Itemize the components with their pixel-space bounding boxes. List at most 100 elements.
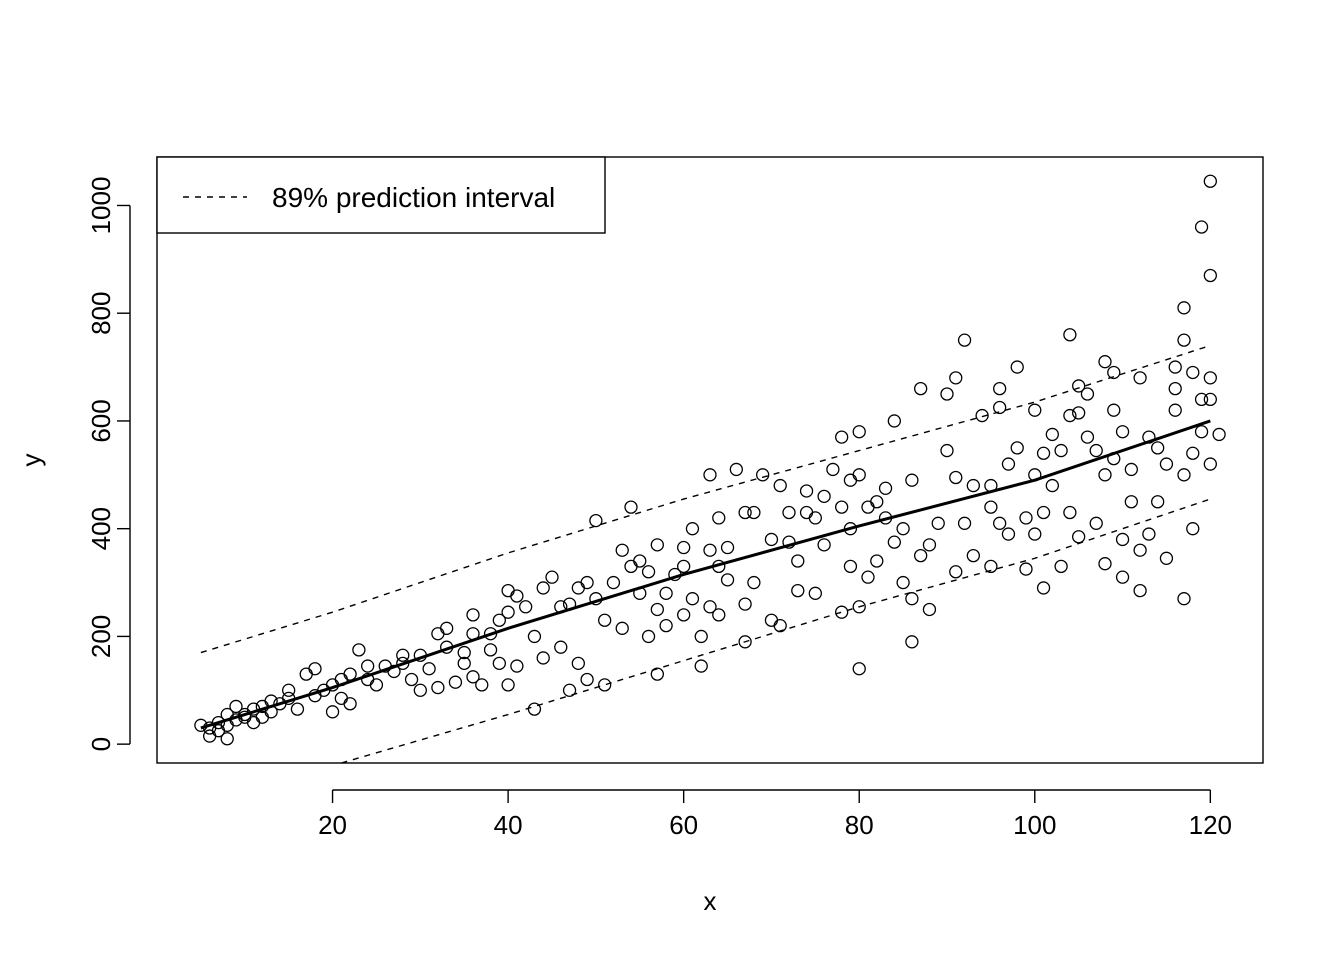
data-point [1063, 408, 1077, 423]
data-point [1045, 427, 1059, 442]
data-point [852, 600, 866, 614]
data-point [1168, 360, 1182, 374]
x-tick-label: 100 [1013, 810, 1056, 840]
data-point [1028, 403, 1042, 417]
data-point [984, 559, 998, 574]
y-tick-label: 600 [86, 399, 116, 442]
data-point [352, 643, 366, 657]
data-point [1019, 562, 1033, 576]
data-point [747, 505, 761, 520]
data-point [404, 672, 419, 687]
data-point [852, 662, 866, 676]
data-point [1194, 425, 1209, 439]
data-point [1151, 441, 1165, 455]
data-point [843, 473, 858, 487]
data-point [817, 538, 831, 552]
data-point [887, 414, 901, 428]
data-point [703, 468, 717, 482]
data-point [343, 697, 357, 711]
data-point [1177, 333, 1191, 347]
fit-lines [200, 344, 1211, 764]
data-point [308, 662, 322, 676]
data-point [720, 540, 735, 555]
data-point [694, 629, 708, 644]
data-point [808, 511, 822, 525]
data-point [641, 565, 656, 579]
data-point [1133, 543, 1147, 557]
data-point [773, 478, 787, 493]
data-point [1168, 381, 1182, 396]
data-point [694, 659, 708, 673]
data-point [501, 583, 515, 598]
data-point [993, 381, 1007, 396]
data-point [659, 586, 673, 600]
data-point [1080, 430, 1095, 444]
data-point [519, 600, 533, 614]
data-point [870, 495, 884, 509]
data-point [729, 462, 743, 477]
data-point [1019, 511, 1033, 525]
data-point [957, 333, 972, 347]
data-point [817, 489, 831, 504]
data-point [870, 554, 884, 568]
data-point [782, 535, 796, 549]
data-point [615, 621, 629, 635]
data-point [905, 635, 919, 649]
data-point [598, 613, 612, 627]
data-point [1151, 495, 1165, 509]
mean-line [200, 419, 1211, 730]
data-point [457, 656, 471, 670]
data-point [1115, 425, 1130, 439]
y-tick-label: 1000 [86, 177, 116, 235]
data-point [203, 729, 217, 743]
data-point [501, 605, 515, 619]
data-point [861, 500, 875, 514]
y-tick-label: 800 [86, 292, 116, 335]
data-point [966, 548, 980, 563]
data-point [1072, 530, 1086, 544]
data-point [1177, 301, 1191, 315]
data-point [949, 371, 963, 385]
data-point [325, 705, 340, 719]
data-points [194, 174, 1226, 746]
data-point [641, 629, 656, 644]
data-point [334, 691, 348, 706]
data-point [712, 511, 726, 525]
data-point [1001, 527, 1016, 541]
data-point [914, 381, 928, 396]
data-point [299, 667, 313, 681]
data-point [720, 573, 735, 587]
data-point [738, 505, 752, 520]
data-point [677, 559, 691, 574]
data-point [1107, 403, 1121, 417]
data-point [501, 678, 515, 692]
data-point [1054, 559, 1068, 574]
data-point [738, 635, 752, 649]
data-point [1203, 457, 1217, 471]
data-point [852, 425, 866, 439]
data-point [764, 532, 779, 547]
y-tick-label: 400 [86, 507, 116, 550]
data-point [685, 522, 700, 536]
data-point [1072, 406, 1086, 420]
data-point [571, 656, 585, 670]
data-point [510, 659, 524, 673]
y-tick-label: 200 [86, 615, 116, 658]
data-point [1036, 581, 1051, 595]
data-point [799, 505, 814, 520]
data-point [1133, 583, 1147, 598]
plot-frame [156, 156, 1264, 764]
data-point [914, 548, 928, 563]
data-point [1010, 441, 1024, 455]
data-point [1072, 379, 1086, 393]
data-point [712, 608, 726, 622]
data-point [1124, 495, 1138, 509]
data-point [282, 683, 296, 697]
data-point [896, 575, 910, 590]
data-point [738, 597, 752, 611]
data-point [677, 540, 691, 555]
data-point [571, 581, 585, 595]
data-point [606, 575, 621, 590]
data-point [1107, 365, 1121, 380]
data-point [1028, 527, 1042, 541]
